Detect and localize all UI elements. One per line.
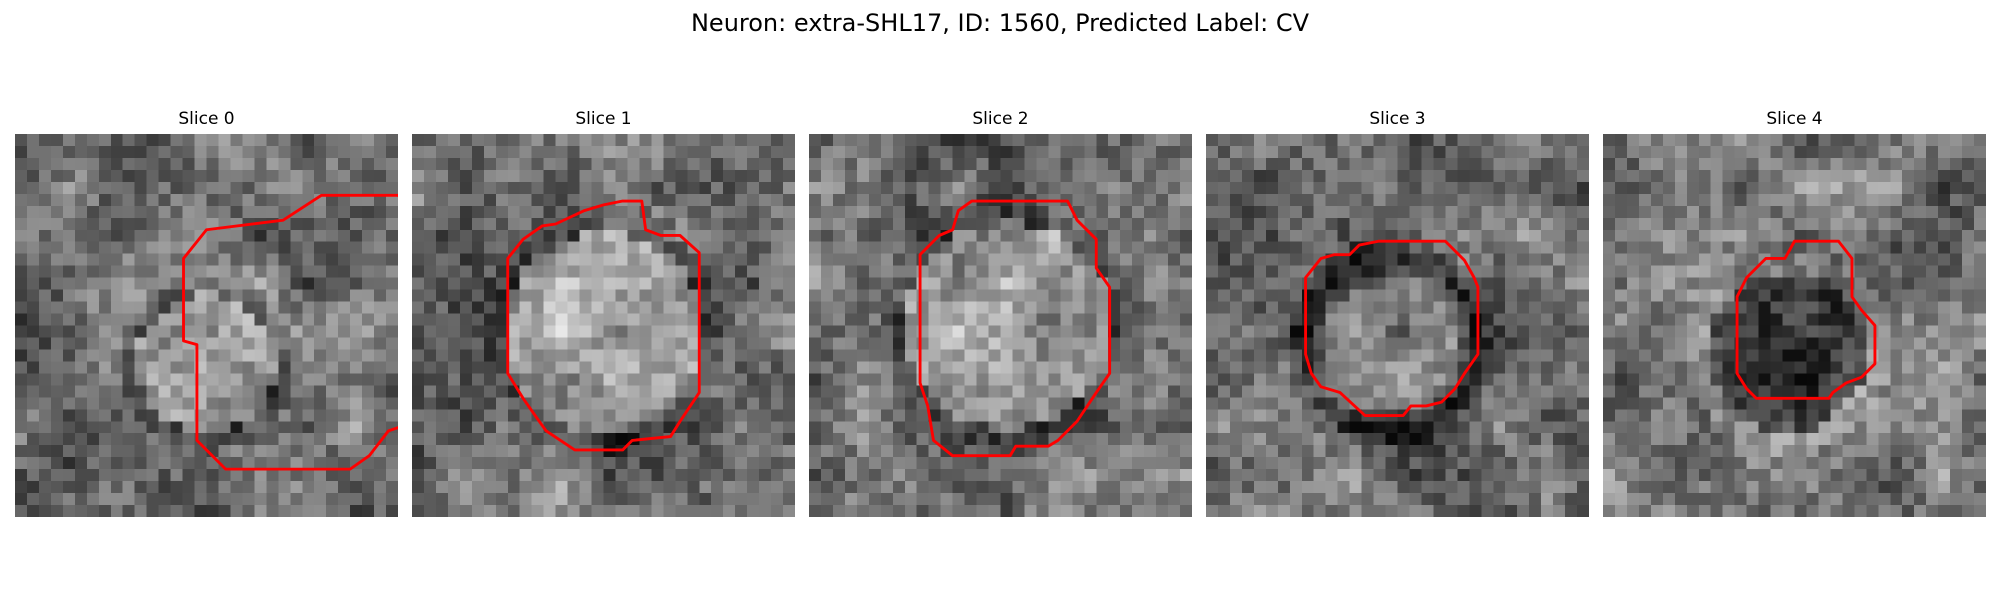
segmentation-contour (182, 193, 398, 471)
slice-image (809, 134, 1192, 517)
slice-panel-2: Slice 2 (809, 108, 1192, 520)
slice-title: Slice 4 (1766, 109, 1823, 129)
slice-title: Slice 3 (1369, 109, 1426, 129)
slice-panel-3: Slice 3 (1206, 108, 1589, 520)
slice-image (412, 134, 795, 517)
slice-panel-0: Slice 0 (15, 108, 398, 520)
slice-image (1603, 134, 1986, 517)
segmentation-contour (1304, 239, 1480, 417)
slice-panel-4: Slice 4 (1603, 108, 1986, 520)
segmentation-contour (1735, 239, 1877, 400)
slice-image (1206, 134, 1589, 517)
segmentation-contour (506, 199, 701, 452)
pixel-grid (809, 134, 1192, 517)
figure-title: Neuron: extra-SHL17, ID: 1560, Predicted… (690, 9, 1310, 37)
slice-title: Slice 0 (178, 109, 235, 129)
pixel-grid (1603, 134, 1986, 517)
slice-title: Slice 2 (972, 109, 1029, 129)
segmentation-contour (918, 199, 1112, 458)
slice-panel-1: Slice 1 (412, 108, 795, 520)
slice-image (15, 134, 398, 517)
pixel-grid (412, 134, 795, 517)
slice-title: Slice 1 (575, 109, 632, 129)
pixel-grid (1206, 134, 1589, 517)
pixel-grid (15, 134, 398, 517)
